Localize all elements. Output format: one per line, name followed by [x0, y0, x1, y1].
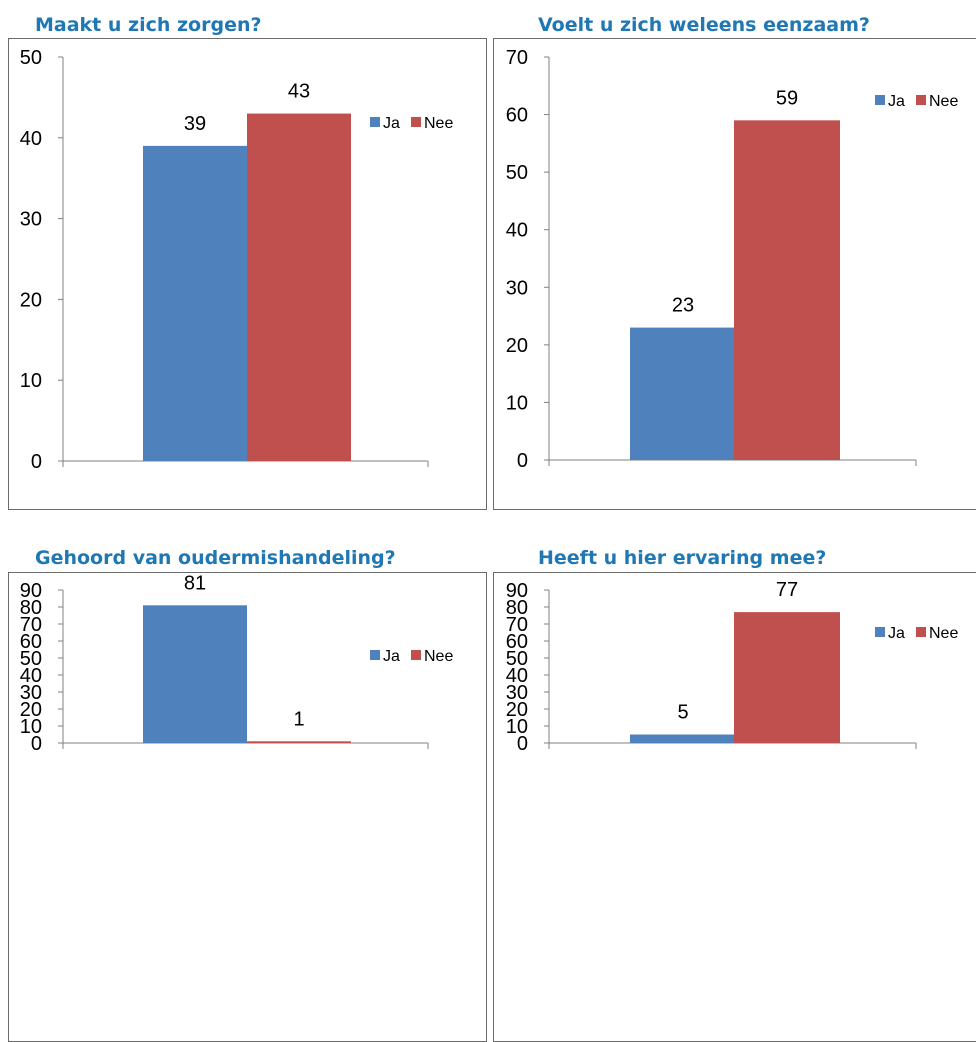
y-tick-label: 30 — [20, 682, 42, 704]
y-tick-label: 70 — [506, 47, 528, 69]
y-tick-label: 40 — [506, 665, 528, 687]
data-label: 23 — [672, 295, 694, 317]
chart-frame — [8, 572, 487, 1042]
y-tick-label: 70 — [506, 614, 528, 636]
bar-ja — [143, 605, 247, 743]
y-tick-label: 20 — [20, 289, 42, 311]
y-tick-label: 10 — [506, 392, 528, 414]
y-tick-label: 90 — [20, 580, 42, 602]
y-tick-label: 0 — [31, 733, 42, 755]
y-tick-label: 80 — [20, 597, 42, 619]
chart-title: Maakt u zich zorgen? — [35, 14, 262, 36]
y-tick-label: 0 — [517, 450, 528, 472]
y-tick-label: 60 — [20, 631, 42, 653]
y-tick-label: 0 — [31, 451, 42, 473]
bar-nee — [247, 113, 351, 461]
legend-label-nee: Nee — [424, 115, 453, 132]
bar-ja — [143, 145, 247, 461]
legend-label-nee: Nee — [929, 625, 958, 642]
bar-ja — [630, 327, 736, 460]
legend-label-nee: Nee — [929, 93, 958, 110]
y-tick-label: 90 — [506, 580, 528, 602]
legend-swatch-nee — [411, 650, 421, 660]
chart-title: Heeft u hier ervaring mee? — [538, 547, 827, 569]
data-label: 1 — [293, 708, 304, 730]
y-tick-label: 20 — [506, 699, 528, 721]
y-tick-label: 30 — [506, 277, 528, 299]
y-tick-label: 20 — [20, 699, 42, 721]
data-label: 77 — [776, 579, 798, 601]
legend-label-ja: Ja — [888, 93, 905, 110]
bar-ja — [630, 734, 736, 743]
y-tick-label: 10 — [506, 716, 528, 738]
y-tick-label: 30 — [506, 682, 528, 704]
y-tick-label: 60 — [506, 105, 528, 127]
y-tick-label: 10 — [20, 716, 42, 738]
legend-swatch-nee — [411, 117, 421, 127]
legend-swatch-ja — [875, 95, 885, 105]
legend-label-ja: Ja — [383, 648, 400, 665]
y-tick-label: 30 — [20, 209, 42, 231]
chart-title: Voelt u zich weleens eenzaam? — [538, 14, 870, 36]
bar-nee — [734, 120, 840, 460]
y-tick-label: 50 — [506, 162, 528, 184]
y-tick-label: 70 — [20, 614, 42, 636]
data-label: 81 — [184, 572, 206, 594]
y-tick-label: 40 — [20, 128, 42, 150]
legend-swatch-ja — [370, 650, 380, 660]
y-tick-label: 0 — [517, 733, 528, 755]
y-tick-label: 80 — [506, 597, 528, 619]
data-label: 43 — [288, 81, 310, 103]
bar-nee — [734, 612, 840, 743]
y-tick-label: 10 — [20, 370, 42, 392]
legend-swatch-nee — [916, 95, 926, 105]
y-tick-label: 50 — [20, 47, 42, 69]
legend-swatch-ja — [370, 117, 380, 127]
y-tick-label: 50 — [506, 648, 528, 670]
legend-label-ja: Ja — [383, 115, 400, 132]
data-label: 5 — [677, 702, 688, 724]
legend-swatch-nee — [916, 627, 926, 637]
y-tick-label: 40 — [20, 665, 42, 687]
legend-label-nee: Nee — [424, 648, 453, 665]
y-tick-label: 50 — [20, 648, 42, 670]
y-tick-label: 40 — [506, 220, 528, 242]
chart-title: Gehoord van oudermishandeling? — [35, 547, 396, 569]
bar-nee — [247, 741, 351, 743]
y-tick-label: 60 — [506, 631, 528, 653]
legend-label-ja: Ja — [888, 625, 905, 642]
data-label: 59 — [776, 87, 798, 109]
data-label: 39 — [184, 113, 206, 135]
legend-swatch-ja — [875, 627, 885, 637]
y-tick-label: 20 — [506, 335, 528, 357]
